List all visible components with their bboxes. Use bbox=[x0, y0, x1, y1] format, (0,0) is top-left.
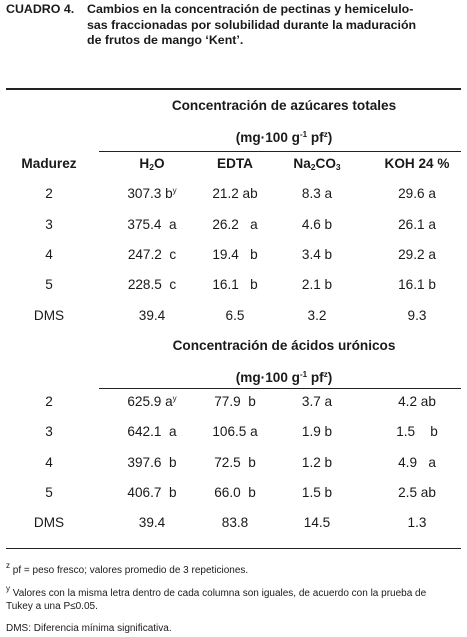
table-cell: 72.5 b bbox=[214, 454, 256, 470]
footnote-text: DMS: Diferencia mínima significativa. bbox=[6, 623, 172, 634]
table-number: CUADRO 4. bbox=[6, 2, 75, 16]
table-cell: 1.5 b bbox=[396, 424, 438, 440]
table-cell: 21.2 ab bbox=[212, 186, 258, 202]
table-cell: 2.1 b bbox=[301, 277, 333, 293]
dms-cell: 1.3 bbox=[407, 515, 427, 531]
table-cell: 26.2 a bbox=[212, 216, 258, 232]
table-cell: 29.6 a bbox=[398, 186, 436, 202]
table-cell: 4.2 ab bbox=[398, 394, 436, 409]
superscript: -1 bbox=[299, 370, 308, 379]
subscript: 2 bbox=[310, 162, 316, 172]
section-title: Concentración de ácidos urónicos bbox=[172, 338, 396, 353]
dms-cell: 39.4 bbox=[138, 515, 166, 531]
column-header-madurez: Madurez bbox=[21, 156, 77, 171]
dms-cell: 3.2 bbox=[307, 307, 327, 323]
table-cell: 77.9 b bbox=[214, 394, 256, 409]
row-label: 5 bbox=[45, 484, 53, 500]
table-cell: 106.5 a bbox=[212, 424, 258, 440]
table-cell: 2.5 ab bbox=[398, 484, 436, 500]
section-title: Concentración de azúcares totales bbox=[171, 98, 397, 113]
table-cell: 66.0 b bbox=[214, 484, 256, 500]
table-cell: 1.2 b bbox=[301, 454, 333, 470]
table-cell: 8.3 a bbox=[301, 186, 333, 202]
row-label: 4 bbox=[45, 246, 53, 262]
top-rule bbox=[6, 88, 461, 90]
dms-cell: 39.4 bbox=[138, 307, 166, 323]
table-cell: 3.7 a bbox=[301, 394, 333, 409]
table-cell: 625.9 ay bbox=[127, 394, 177, 409]
footnote-text: pf = peso fresco; valores promedio de 3 … bbox=[12, 565, 249, 576]
superscript: y bbox=[172, 186, 177, 196]
units-label: (mg·100 g-1 pfz) bbox=[235, 130, 333, 145]
row-label: 4 bbox=[45, 454, 53, 470]
section-rule bbox=[99, 388, 461, 389]
dms-label: DMS bbox=[33, 515, 65, 531]
footnote-text: Tukey a una P≤0.05. bbox=[6, 601, 98, 612]
footnote-text: Valores con la misma letra dentro de cad… bbox=[12, 588, 427, 599]
column-header: H2O bbox=[139, 156, 165, 172]
superscript: z bbox=[323, 370, 328, 379]
caption-line: Cambios en la concentración de pectinas … bbox=[87, 2, 414, 16]
bottom-rule bbox=[6, 548, 461, 549]
footnote-mark: z bbox=[6, 561, 10, 570]
table-cell: 375.4 a bbox=[127, 216, 177, 232]
footnote-dms: DMS: Diferencia mínima significativa. bbox=[6, 622, 461, 635]
table-cell: 4.6 b bbox=[301, 216, 333, 232]
table-cell: 16.1 b bbox=[212, 277, 258, 293]
caption-line: sas fraccionadas por solubilidad durante… bbox=[87, 17, 417, 32]
subscript: 2 bbox=[149, 162, 154, 172]
footnote-mark: y bbox=[6, 584, 10, 593]
superscript: z bbox=[323, 130, 328, 139]
column-header: KOH 24 % bbox=[384, 156, 450, 171]
table-caption: CUADRO 4. Cambios en la concentración de… bbox=[6, 2, 462, 49]
table-cell: 19.4 b bbox=[212, 246, 258, 262]
table-cell: 16.1 b bbox=[398, 277, 436, 293]
dms-cell: 9.3 bbox=[407, 307, 427, 323]
table-cell: 1.9 b bbox=[301, 424, 333, 440]
row-label: 3 bbox=[45, 216, 53, 232]
caption-text: Cambios en la concentración de pectinas … bbox=[87, 2, 462, 49]
table-cell: 642.1 a bbox=[127, 424, 177, 440]
units-label: (mg·100 g-1 pfz) bbox=[235, 370, 333, 385]
row-label: 2 bbox=[45, 186, 53, 202]
table-cell: 228.5 c bbox=[127, 277, 177, 293]
footnote-y: y Valores con la misma letra dentro de c… bbox=[6, 584, 461, 613]
footnote-z: z pf = peso fresco; valores promedio de … bbox=[6, 561, 461, 577]
table-cell: 4.9 a bbox=[398, 454, 436, 470]
table-cell: 3.4 b bbox=[301, 246, 333, 262]
dms-cell: 14.5 bbox=[303, 515, 331, 531]
table-cell: 406.7 b bbox=[127, 484, 177, 500]
row-label: 2 bbox=[45, 394, 53, 409]
table-cell: 26.1 a bbox=[398, 216, 436, 232]
dms-cell: 83.8 bbox=[221, 515, 249, 531]
column-header: EDTA bbox=[217, 156, 253, 171]
section-rule bbox=[99, 151, 461, 152]
column-header: Na2CO3 bbox=[293, 156, 341, 172]
row-label: 5 bbox=[45, 277, 53, 293]
table-cell: 397.6 b bbox=[127, 454, 177, 470]
row-label: 3 bbox=[45, 424, 53, 440]
superscript: -1 bbox=[299, 130, 308, 139]
caption-line: de frutos de mango ‘Kent’. bbox=[87, 33, 244, 47]
dms-cell: 6.5 bbox=[225, 307, 245, 323]
subscript: 3 bbox=[335, 162, 341, 172]
superscript: y bbox=[172, 394, 177, 403]
table-cell: 247.2 c bbox=[127, 246, 177, 262]
dms-label: DMS bbox=[33, 307, 65, 323]
table-cell: 1.5 b bbox=[301, 484, 333, 500]
table-cell: 29.2 a bbox=[398, 246, 436, 262]
table-cell: 307.3 by bbox=[127, 186, 177, 202]
